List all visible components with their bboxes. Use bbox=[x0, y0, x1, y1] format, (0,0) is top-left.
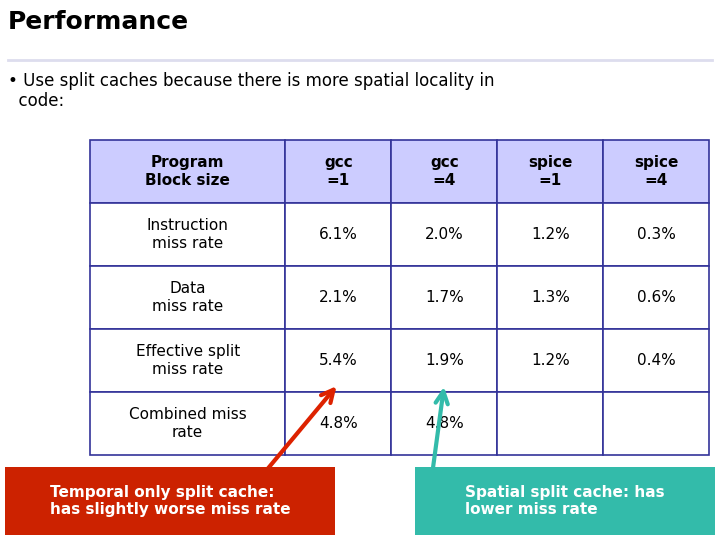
Bar bbox=[90, 329, 285, 392]
Bar bbox=[90, 392, 285, 455]
Bar bbox=[90, 140, 285, 203]
Bar bbox=[498, 140, 603, 203]
Text: Performance: Performance bbox=[8, 10, 189, 34]
Bar bbox=[603, 392, 709, 455]
Text: Spatial split cache: has
lower miss rate: Spatial split cache: has lower miss rate bbox=[465, 485, 665, 517]
Bar bbox=[603, 266, 709, 329]
Bar bbox=[392, 203, 498, 266]
Text: 1.2%: 1.2% bbox=[531, 353, 570, 368]
Text: 4.8%: 4.8% bbox=[425, 416, 464, 431]
Text: Program
Block size: Program Block size bbox=[145, 156, 230, 188]
Text: Temporal only split cache:
has slightly worse miss rate: Temporal only split cache: has slightly … bbox=[50, 485, 290, 517]
Text: code:: code: bbox=[8, 92, 64, 110]
Text: gcc
=4: gcc =4 bbox=[430, 156, 459, 188]
Text: 0.3%: 0.3% bbox=[637, 227, 676, 242]
Bar bbox=[498, 203, 603, 266]
Text: 0.4%: 0.4% bbox=[637, 353, 676, 368]
Text: 5.4%: 5.4% bbox=[319, 353, 358, 368]
Bar bbox=[285, 392, 392, 455]
Bar bbox=[392, 140, 498, 203]
Text: spice
=1: spice =1 bbox=[528, 156, 572, 188]
Bar bbox=[415, 467, 715, 535]
Bar bbox=[285, 329, 392, 392]
Text: spice
=4: spice =4 bbox=[634, 156, 678, 188]
Bar bbox=[498, 392, 603, 455]
Text: 1.9%: 1.9% bbox=[425, 353, 464, 368]
Bar bbox=[392, 266, 498, 329]
Text: 1.7%: 1.7% bbox=[425, 290, 464, 305]
Text: 4.8%: 4.8% bbox=[319, 416, 358, 431]
Bar bbox=[285, 140, 392, 203]
Text: 2.0%: 2.0% bbox=[425, 227, 464, 242]
Bar bbox=[603, 329, 709, 392]
Text: 0.6%: 0.6% bbox=[637, 290, 676, 305]
Bar bbox=[498, 329, 603, 392]
Bar bbox=[285, 203, 392, 266]
Bar bbox=[392, 329, 498, 392]
Text: Instruction
miss rate: Instruction miss rate bbox=[147, 218, 228, 251]
Text: 1.3%: 1.3% bbox=[531, 290, 570, 305]
Bar bbox=[90, 266, 285, 329]
Text: Combined miss
rate: Combined miss rate bbox=[129, 407, 246, 440]
Text: Data
miss rate: Data miss rate bbox=[152, 281, 223, 314]
Bar bbox=[90, 203, 285, 266]
Text: gcc
=1: gcc =1 bbox=[324, 156, 353, 188]
Bar bbox=[392, 392, 498, 455]
Bar bbox=[5, 467, 335, 535]
Bar bbox=[498, 266, 603, 329]
Bar bbox=[285, 266, 392, 329]
Text: Effective split
miss rate: Effective split miss rate bbox=[135, 345, 240, 377]
Bar bbox=[603, 140, 709, 203]
Text: 1.2%: 1.2% bbox=[531, 227, 570, 242]
Bar bbox=[603, 203, 709, 266]
Text: 2.1%: 2.1% bbox=[319, 290, 358, 305]
Text: 6.1%: 6.1% bbox=[319, 227, 358, 242]
Text: • Use split caches because there is more spatial locality in: • Use split caches because there is more… bbox=[8, 72, 495, 90]
